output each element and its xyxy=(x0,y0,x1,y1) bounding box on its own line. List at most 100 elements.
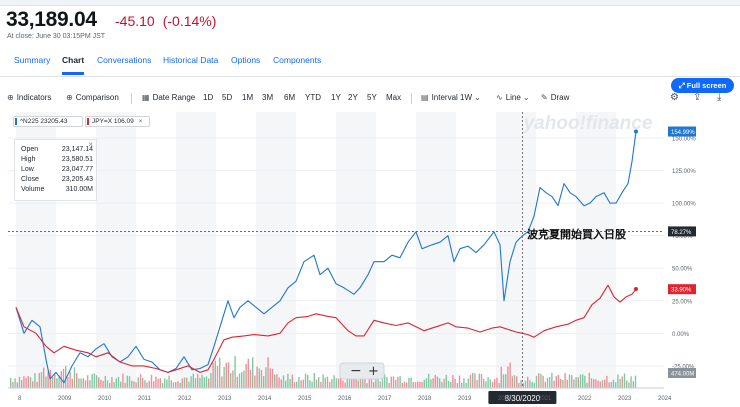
tab-historical-data[interactable]: Historical Data xyxy=(163,55,219,65)
y-tick-label: 25.00% xyxy=(672,299,693,305)
tab-options[interactable]: Options xyxy=(231,55,261,65)
range-5y[interactable]: 5Y xyxy=(367,93,377,102)
tab-conversations[interactable]: Conversations xyxy=(97,55,152,65)
full-screen-button[interactable]: ⤢ Full screen xyxy=(671,78,734,93)
volume-bar xyxy=(590,378,593,388)
zoom-controls-bg xyxy=(339,362,385,380)
volume-bar xyxy=(485,381,487,388)
volume-bar xyxy=(410,377,412,388)
volume-bar xyxy=(232,370,234,388)
x-tick-label: 2009 xyxy=(58,396,72,402)
volume-bar xyxy=(509,362,511,388)
volume-bar xyxy=(161,383,164,388)
volume-bar xyxy=(476,379,478,388)
volume-bar xyxy=(109,383,111,388)
settings-icon[interactable]: ⚙ xyxy=(670,92,679,103)
legend-jpy[interactable]: JPY=X 106.09 × xyxy=(85,116,150,127)
volume-bar xyxy=(450,382,452,388)
volume-bar xyxy=(157,378,159,388)
volume-bar xyxy=(494,379,496,388)
volume-bar xyxy=(544,381,546,388)
volume-bar xyxy=(599,381,601,388)
volume-bar xyxy=(551,372,553,388)
volume-bar xyxy=(93,373,95,388)
crosshair-value-label: 78.27% xyxy=(671,230,692,236)
volume-bar xyxy=(216,366,219,388)
volume-bar xyxy=(122,373,124,388)
volume-bar xyxy=(322,374,324,388)
volume-bar xyxy=(241,372,243,388)
ohlc-label: Close xyxy=(21,176,39,183)
range-1d[interactable]: 1D xyxy=(203,93,214,102)
volume-bar xyxy=(386,377,388,388)
volume-bar xyxy=(208,378,210,388)
tab-summary[interactable]: Summary xyxy=(14,55,51,65)
tab-chart[interactable]: Chart xyxy=(62,55,85,75)
volume-bar xyxy=(593,379,595,388)
date-range-button[interactable]: ▦ Date Range xyxy=(142,93,195,102)
range-3m[interactable]: 3M xyxy=(262,93,274,102)
plus-circle-icon: ⊕ xyxy=(66,93,73,102)
legend-n225[interactable]: ^N225 23205.43 xyxy=(13,116,83,127)
volume-bar xyxy=(133,381,135,388)
volume-bar xyxy=(302,379,304,388)
zoom-in-button[interactable]: + xyxy=(368,364,379,379)
indicators-button[interactable]: ⊕ Indicators xyxy=(7,93,51,102)
volume-bar xyxy=(21,380,23,388)
volume-bar xyxy=(247,358,249,388)
volume-bar xyxy=(381,374,384,388)
ohlc-value: 23,147.14 xyxy=(61,146,93,153)
crosshair-value-box xyxy=(668,226,696,237)
volume-bar xyxy=(366,383,368,388)
volume-bar xyxy=(10,377,12,388)
volume-bar xyxy=(181,378,183,388)
draw-button[interactable]: ✎ Draw xyxy=(541,93,569,102)
volume-bar xyxy=(73,367,76,388)
volume-bar xyxy=(586,382,588,388)
volume-bar xyxy=(408,377,410,388)
volume-bar xyxy=(82,378,84,388)
volume-bar xyxy=(469,375,472,388)
comparison-button[interactable]: ⊕ Comparison xyxy=(66,93,119,102)
volume-bar xyxy=(227,362,230,388)
volume-bar xyxy=(575,377,577,388)
range-ytd[interactable]: YTD xyxy=(305,93,321,102)
volume-bar xyxy=(311,381,313,388)
x-tick-label: 2012 xyxy=(178,396,192,402)
volume-bar xyxy=(113,382,115,388)
range-max[interactable]: Max xyxy=(386,93,402,102)
zoom-out-button[interactable]: − xyxy=(350,363,362,379)
volume-bar xyxy=(18,376,21,388)
interval-value: 1W xyxy=(460,93,473,102)
volume-bar xyxy=(430,379,432,388)
volume-bar xyxy=(124,382,126,388)
share-icon[interactable]: ⇪ xyxy=(693,92,702,103)
volume-bar xyxy=(45,376,47,388)
year-band xyxy=(576,112,616,388)
volume-bar xyxy=(465,382,467,388)
range-2y[interactable]: 2Y xyxy=(348,93,358,102)
ohlc-label: Low xyxy=(21,166,34,173)
volume-bar xyxy=(267,357,269,388)
volume-bar xyxy=(304,373,307,388)
range-1m[interactable]: 1M xyxy=(242,93,254,102)
volume-bar xyxy=(245,364,247,388)
volume-bar xyxy=(192,373,194,388)
close-icon[interactable]: × xyxy=(138,118,143,125)
range-6m[interactable]: 6M xyxy=(284,93,296,102)
volume-bar xyxy=(155,376,157,388)
crosshair-date-box xyxy=(488,391,557,404)
volume-bar xyxy=(166,379,168,388)
interval-button[interactable]: ▤ Interval 1W ⌄ xyxy=(421,93,484,102)
chart-type-button[interactable]: ∿ Line ⌄ xyxy=(496,93,533,102)
volume-bar xyxy=(390,376,392,388)
range-5d[interactable]: 5D xyxy=(222,93,233,102)
volume-bar xyxy=(212,362,214,388)
range-1y[interactable]: 1Y xyxy=(331,93,341,102)
volume-bar xyxy=(280,379,282,388)
volume-bar xyxy=(368,378,370,388)
tab-components[interactable]: Components xyxy=(273,55,322,65)
download-icon[interactable]: ⤓ xyxy=(717,92,722,103)
close-icon[interactable]: × xyxy=(88,140,93,149)
